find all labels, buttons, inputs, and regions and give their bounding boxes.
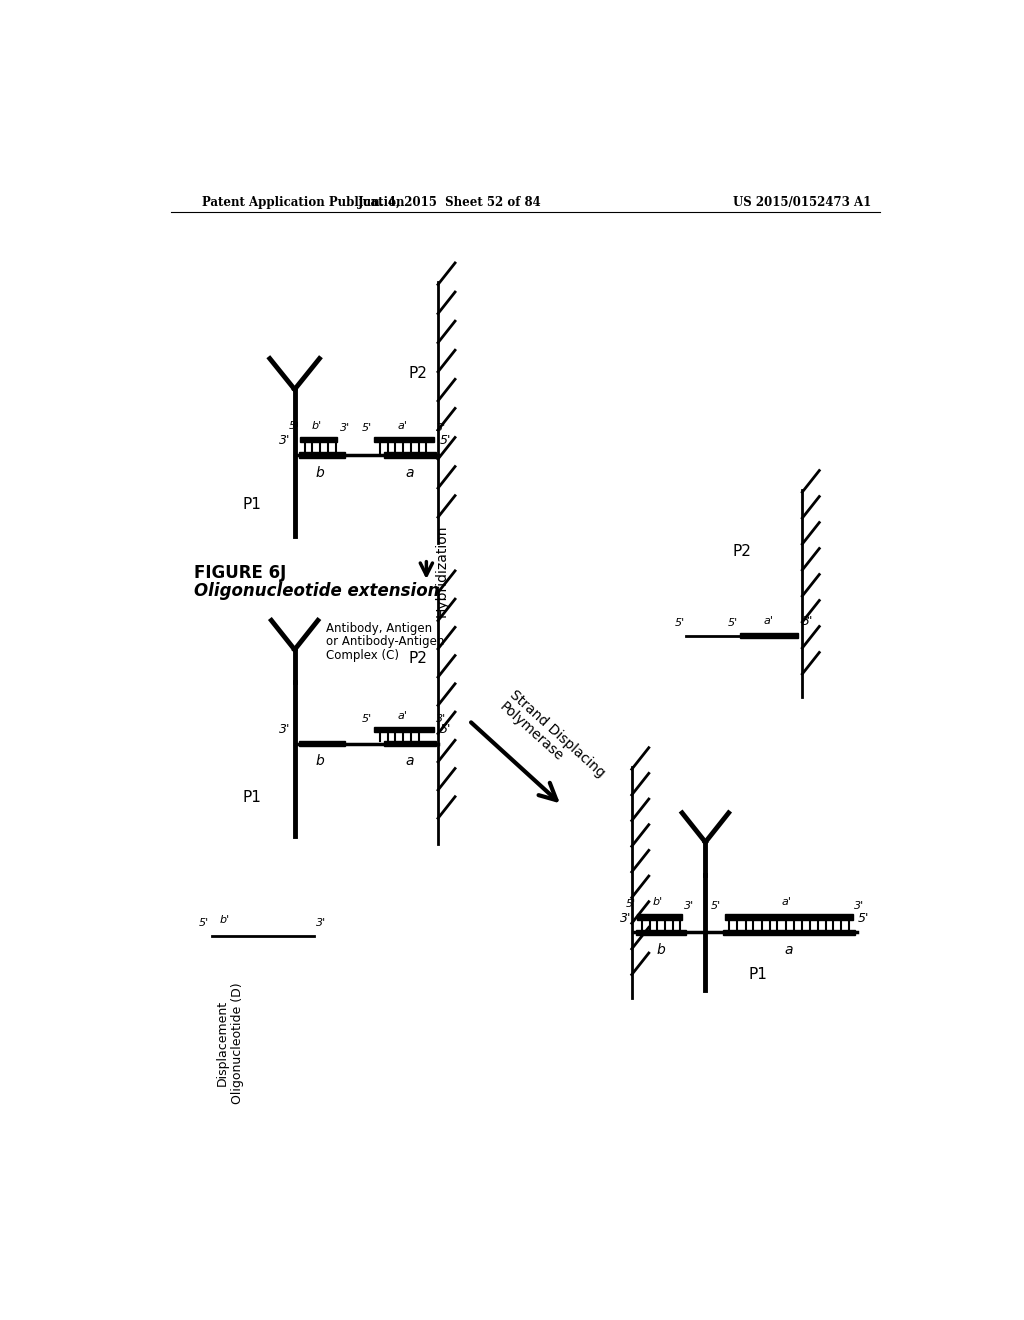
Text: 5': 5' [439,723,451,737]
Text: 5': 5' [858,912,869,924]
Text: Complex (C): Complex (C) [326,649,398,663]
Text: 5': 5' [439,434,451,447]
Text: Antibody, Antigen: Antibody, Antigen [326,622,432,635]
Bar [384,453,435,458]
Text: or Antibody-Antigen: or Antibody-Antigen [326,635,444,648]
Text: Oligonucleotide extension: Oligonucleotide extension [194,582,439,601]
Bar [725,915,853,920]
Bar [299,741,345,746]
Text: 5': 5' [362,714,372,723]
Text: a: a [406,466,414,479]
Bar [637,915,682,920]
Text: 5': 5' [289,421,299,430]
Bar [740,634,799,639]
Text: b: b [315,466,325,479]
Text: a: a [784,942,794,957]
Bar [299,453,345,458]
Text: 3': 3' [802,615,814,628]
Text: 5': 5' [200,919,209,928]
Text: Patent Application Publication: Patent Application Publication [202,195,404,209]
Text: a': a' [397,711,408,721]
Text: b': b' [312,421,323,430]
Text: 5': 5' [711,900,721,911]
Text: 3': 3' [854,900,864,911]
Bar [384,741,435,746]
Text: P2: P2 [732,544,752,558]
Text: b: b [656,942,666,957]
Text: Displacement
Oligonucleotide (D): Displacement Oligonucleotide (D) [216,982,244,1104]
Text: P1: P1 [748,968,767,982]
Text: Hybridization: Hybridization [434,524,449,616]
Text: a': a' [781,896,792,907]
Text: b': b' [220,915,230,925]
Bar [375,727,434,733]
Text: b: b [315,755,325,768]
Text: 3': 3' [280,723,291,737]
Text: Jun. 4, 2015  Sheet 52 of 84: Jun. 4, 2015 Sheet 52 of 84 [357,195,542,209]
Text: a': a' [397,421,408,430]
Text: 3': 3' [436,424,446,433]
Text: Strand Displacing
Polymerase: Strand Displacing Polymerase [496,688,607,792]
Text: 3': 3' [621,912,632,924]
Text: b': b' [653,896,664,907]
Bar [375,437,434,442]
Text: 5': 5' [675,618,684,628]
Text: P1: P1 [243,789,261,805]
Text: P2: P2 [409,651,427,667]
Bar [300,437,337,442]
Text: US 2015/0152473 A1: US 2015/0152473 A1 [733,195,871,209]
Text: 3': 3' [684,900,694,911]
Text: 5': 5' [362,424,372,433]
Text: 3': 3' [340,424,350,433]
Text: a': a' [764,616,774,626]
Text: FIGURE 6J: FIGURE 6J [194,564,286,582]
Text: 5': 5' [728,618,738,628]
Text: a: a [406,755,414,768]
Bar [723,929,855,935]
Bar [636,929,686,935]
Text: 3': 3' [280,434,291,447]
Text: P1: P1 [243,498,261,512]
Text: 5': 5' [626,899,636,909]
Text: 3': 3' [315,919,326,928]
Text: 3': 3' [436,714,446,723]
Text: P2: P2 [409,367,427,381]
